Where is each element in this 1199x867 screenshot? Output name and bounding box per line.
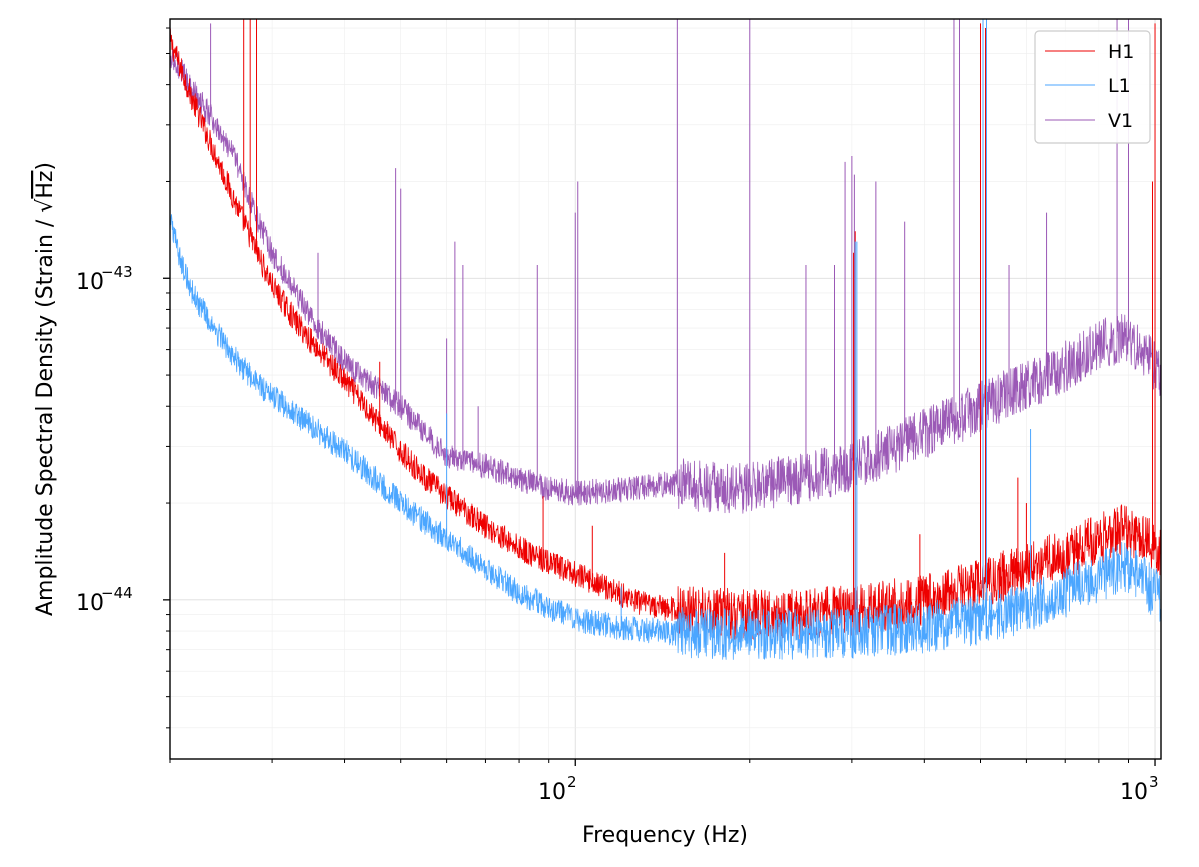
x-tick-label-2-exp: 3 <box>1149 773 1159 791</box>
y-axis-label-radicand: Hz <box>33 171 58 199</box>
sqrt-icon: √ <box>33 198 58 213</box>
series-v1 <box>170 19 1161 514</box>
y-tick-label-1-exp: −44 <box>101 584 133 602</box>
series-h1 <box>170 19 1161 641</box>
y-tick-label-1: 10 −44 <box>76 584 133 616</box>
y-tick-label-1-base: 10 <box>76 591 104 616</box>
y-axis-label: Amplitude Spectral Density (Strain / √Hz… <box>33 162 58 616</box>
y-tick-label-2-base: 10 <box>76 270 104 295</box>
legend: H1 L1 V1 <box>1034 30 1151 144</box>
ticks <box>163 27 1156 766</box>
svg-text:Amplitude Spectral Density (St: Amplitude Spectral Density (Strain / √Hz… <box>33 162 58 616</box>
legend-label-h1: H1 <box>1108 41 1134 63</box>
y-axis-label-suffix: ) <box>33 162 58 171</box>
series-line-l1 <box>170 214 1161 660</box>
x-tick-label-2-base: 10 <box>1120 780 1148 805</box>
x-tick-label-2: 10 3 <box>1120 773 1159 805</box>
y-tick-label-2-exp: −43 <box>101 263 133 281</box>
series-l1 <box>170 19 1161 660</box>
plot-area <box>170 19 1161 660</box>
legend-box <box>1034 30 1151 144</box>
x-tick-label-1: 10 2 <box>538 773 577 805</box>
series-line-h1 <box>170 28 1161 641</box>
x-axis-label: Frequency (Hz) <box>582 823 748 848</box>
x-tick-label-1-base: 10 <box>538 780 566 805</box>
plot-frame <box>169 18 1162 760</box>
x-tick-label-1-exp: 2 <box>567 773 577 791</box>
y-tick-label-2: 10 −43 <box>76 263 133 295</box>
series-line-v1 <box>170 45 1161 514</box>
legend-label-v1: V1 <box>1108 110 1133 132</box>
legend-label-l1: L1 <box>1108 75 1131 97</box>
y-axis-label-prefix: Amplitude Spectral Density (Strain / <box>33 213 58 616</box>
